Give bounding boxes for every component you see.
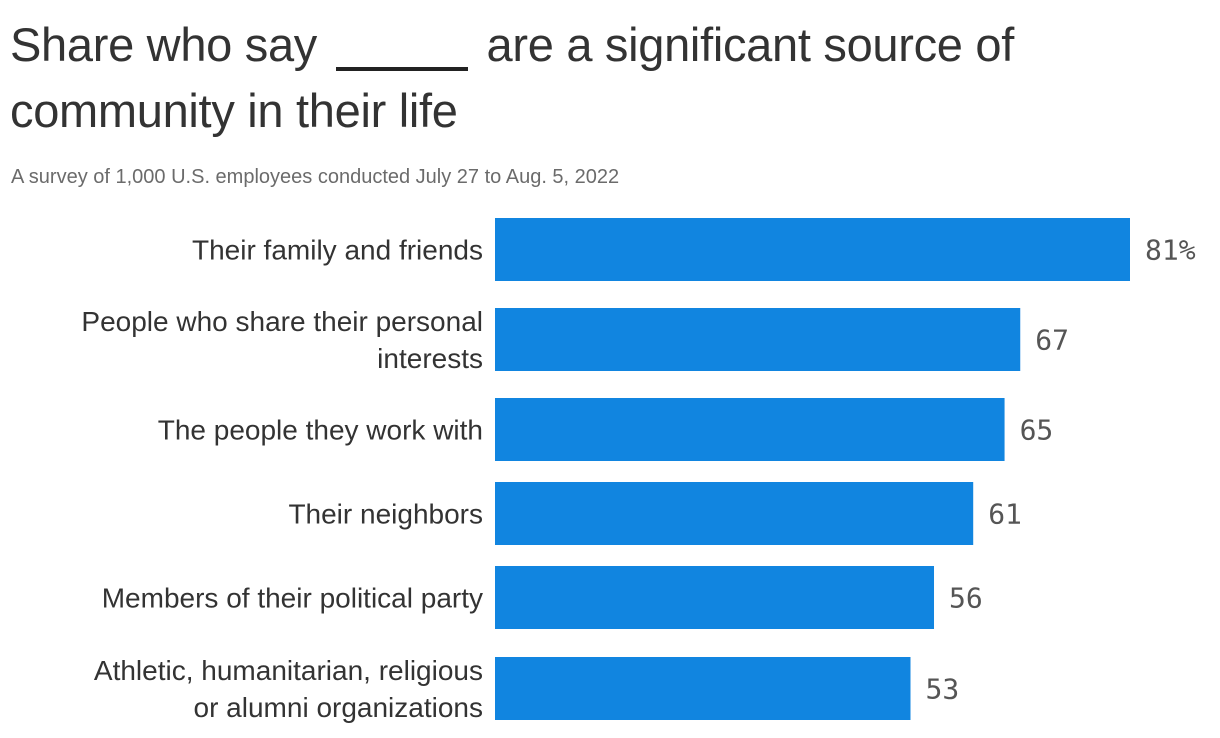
- bar-5: [495, 657, 911, 720]
- category-label-line: The people they work with: [158, 415, 483, 446]
- category-label-3: Their neighbors: [288, 499, 483, 530]
- category-label-line: Athletic, humanitarian, religious: [94, 655, 483, 686]
- title-blank-line: [335, 67, 468, 71]
- category-label-4: Members of their political party: [102, 583, 483, 614]
- category-label-2: The people they work with: [158, 415, 483, 446]
- category-label-line: or alumni organizations: [194, 692, 484, 723]
- category-label-line: Their neighbors: [288, 499, 483, 530]
- category-label-1: People who share their personal interests: [81, 306, 483, 374]
- category-label-5: Athletic, humanitarian, religious or alum…: [94, 655, 483, 723]
- value-label-4: 56: [949, 582, 983, 615]
- chart-title-end: are a significant source of community in…: [10, 18, 1014, 137]
- chart-subtitle: A survey of 1,000 U.S. employees conduct…: [11, 166, 620, 188]
- value-label-1: 67: [1035, 324, 1069, 357]
- category-label-0: Their family and friends: [192, 235, 483, 266]
- value-label-5: 53: [925, 673, 959, 706]
- value-label-3: 61: [988, 498, 1022, 531]
- category-label-line: People who share their personal: [81, 306, 483, 337]
- bar-chart: 81% Their family and friends 67 People who …: [81, 218, 1196, 723]
- category-label-line: interests: [377, 343, 483, 374]
- bar-4: [495, 566, 935, 629]
- bar-0: [495, 218, 1130, 281]
- value-label-0: 81%: [1145, 234, 1196, 267]
- bar-3: [495, 482, 974, 545]
- chart-title-start: Share who say: [10, 18, 317, 71]
- bar-2: [495, 398, 1005, 461]
- chart-title: Share who say are a significant source o…: [10, 12, 1210, 144]
- category-label-line: Their family and friends: [192, 235, 483, 266]
- value-label-2: 65: [1020, 414, 1054, 447]
- bar-1: [495, 308, 1021, 371]
- category-label-line: Members of their political party: [102, 583, 483, 614]
